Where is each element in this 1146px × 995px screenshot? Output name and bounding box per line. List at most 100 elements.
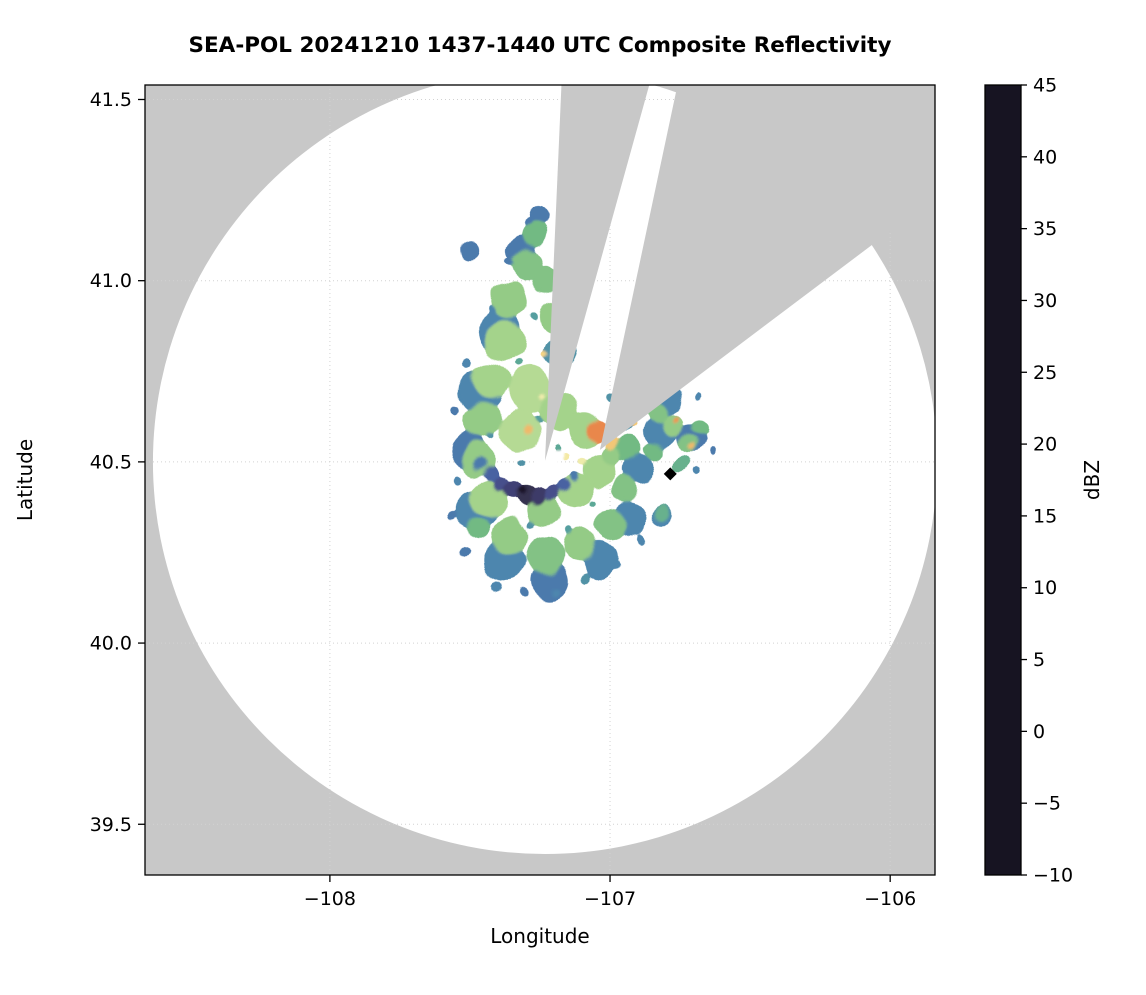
echo-cell: [673, 416, 680, 423]
echo-cell: [520, 589, 529, 598]
site-marker-layer: [663, 467, 677, 481]
blocked-sector-wedge: [545, 85, 650, 461]
echo-cell: [545, 486, 560, 501]
echo-cell: [644, 441, 661, 458]
echo-cell: [520, 458, 527, 465]
echo-cell: [484, 320, 525, 361]
echo-cell: [692, 421, 709, 438]
echo-cell: [464, 402, 501, 439]
echo-cell: [654, 505, 671, 522]
site-diamond-marker: [663, 467, 677, 481]
echo-cell: [686, 446, 693, 453]
echo-cell: [677, 436, 696, 455]
echo-cell: [522, 223, 547, 248]
echo-cell: [453, 476, 462, 484]
echo-cell: [596, 510, 625, 539]
y-tick-label: 40.0: [90, 633, 132, 655]
echo-cell: [612, 477, 639, 504]
colorbar-tick-label: 30: [1033, 290, 1057, 312]
y-tick-label: 41.0: [90, 270, 132, 292]
echo-cell: [458, 548, 467, 557]
echo-cell: [581, 574, 590, 583]
x-axis-label: Longitude: [490, 924, 589, 948]
y-tick-label: 41.5: [90, 89, 132, 111]
echo-cell: [461, 241, 478, 258]
echo-cell: [492, 517, 529, 554]
echo-cell: [626, 456, 655, 485]
y-tick-label: 39.5: [90, 814, 132, 836]
echo-cell: [539, 393, 546, 400]
blocked-sector-layer: [545, 85, 935, 461]
y-tick-label: 40.5: [90, 451, 132, 473]
echo-cell: [510, 250, 541, 281]
echo-cell: [451, 404, 460, 413]
colorbar-tick-label: 5: [1033, 649, 1045, 671]
echo-cell: [488, 304, 497, 313]
echo-cell: [565, 527, 572, 534]
echo-cell: [636, 536, 645, 545]
echo-cell: [525, 425, 534, 434]
y-axis-label: Latitude: [13, 439, 37, 521]
echo-cell: [673, 458, 688, 473]
radar-center-hole: [551, 446, 564, 459]
echo-cell: [514, 361, 521, 368]
echo-cell: [485, 467, 500, 482]
echo-cell: [489, 433, 496, 440]
echo-cell: [523, 218, 532, 227]
echo-cell: [528, 520, 535, 527]
echo-cell: [601, 444, 622, 465]
echo-cell: [533, 267, 558, 292]
echo-cell: [529, 204, 551, 227]
chart-title: SEA-POL 20241210 1437-1440 UTC Composite…: [189, 33, 892, 58]
echo-cell: [507, 368, 552, 413]
plot-frame: [144, 84, 936, 876]
x-tick-label: −107: [584, 888, 636, 910]
axes-layer: −108 −107 −106 41.5 41.0 40.5 40.0 39.5: [90, 84, 936, 910]
echo-cell: [568, 472, 579, 483]
colorbar-tick-label: 45: [1033, 75, 1057, 97]
echo-cell: [518, 487, 527, 496]
colorbar: −10 −5 0 5 10 15 20 25 30 35 40 45: [984, 75, 1073, 887]
echo-cell: [542, 349, 549, 356]
radar-center-hole: [536, 452, 555, 471]
echo-cell: [692, 469, 699, 476]
echo-cell: [527, 537, 564, 574]
echo-cell: [553, 440, 560, 447]
blocked-sector-wedge: [599, 85, 935, 450]
colorbar-tick-label: 25: [1033, 362, 1057, 384]
echo-cell: [697, 395, 704, 402]
echo-cell: [492, 281, 529, 318]
echo-cell: [588, 422, 607, 441]
colorbar-tick-label: 10: [1033, 577, 1057, 599]
colorbar-tick-label: 20: [1033, 434, 1057, 456]
echo-cell: [464, 358, 473, 367]
echo-cell: [590, 498, 597, 505]
echo-cell: [469, 481, 506, 518]
echo-cell: [448, 514, 457, 523]
echo-cell: [468, 520, 489, 541]
x-tick-label: −106: [864, 888, 916, 910]
echo-cell: [472, 361, 509, 398]
echo-cell: [660, 413, 683, 436]
colorbar-tick-label: 15: [1033, 505, 1057, 527]
echo-cell: [474, 459, 487, 472]
echo-cell: [531, 489, 548, 506]
echo-cell: [504, 258, 513, 267]
echo-cell: [551, 586, 560, 595]
echo-cell: [537, 415, 543, 422]
colorbar-label: dBZ: [1080, 460, 1104, 500]
echo-cell: [579, 458, 586, 465]
colorbar-tick-label: −5: [1033, 793, 1061, 815]
colorbar-frame: [984, 84, 1022, 876]
plot-area: [145, 85, 935, 875]
colorbar-tick-label: 40: [1033, 146, 1057, 168]
colorbar-tick-label: 35: [1033, 218, 1057, 240]
echo-cell: [500, 409, 541, 450]
echo-cell: [616, 437, 641, 462]
echo-cell: [613, 562, 622, 571]
echo-cell: [531, 313, 538, 320]
echo-cell: [556, 480, 569, 493]
echo-cell: [493, 582, 502, 591]
x-tick-label: −108: [304, 888, 356, 910]
